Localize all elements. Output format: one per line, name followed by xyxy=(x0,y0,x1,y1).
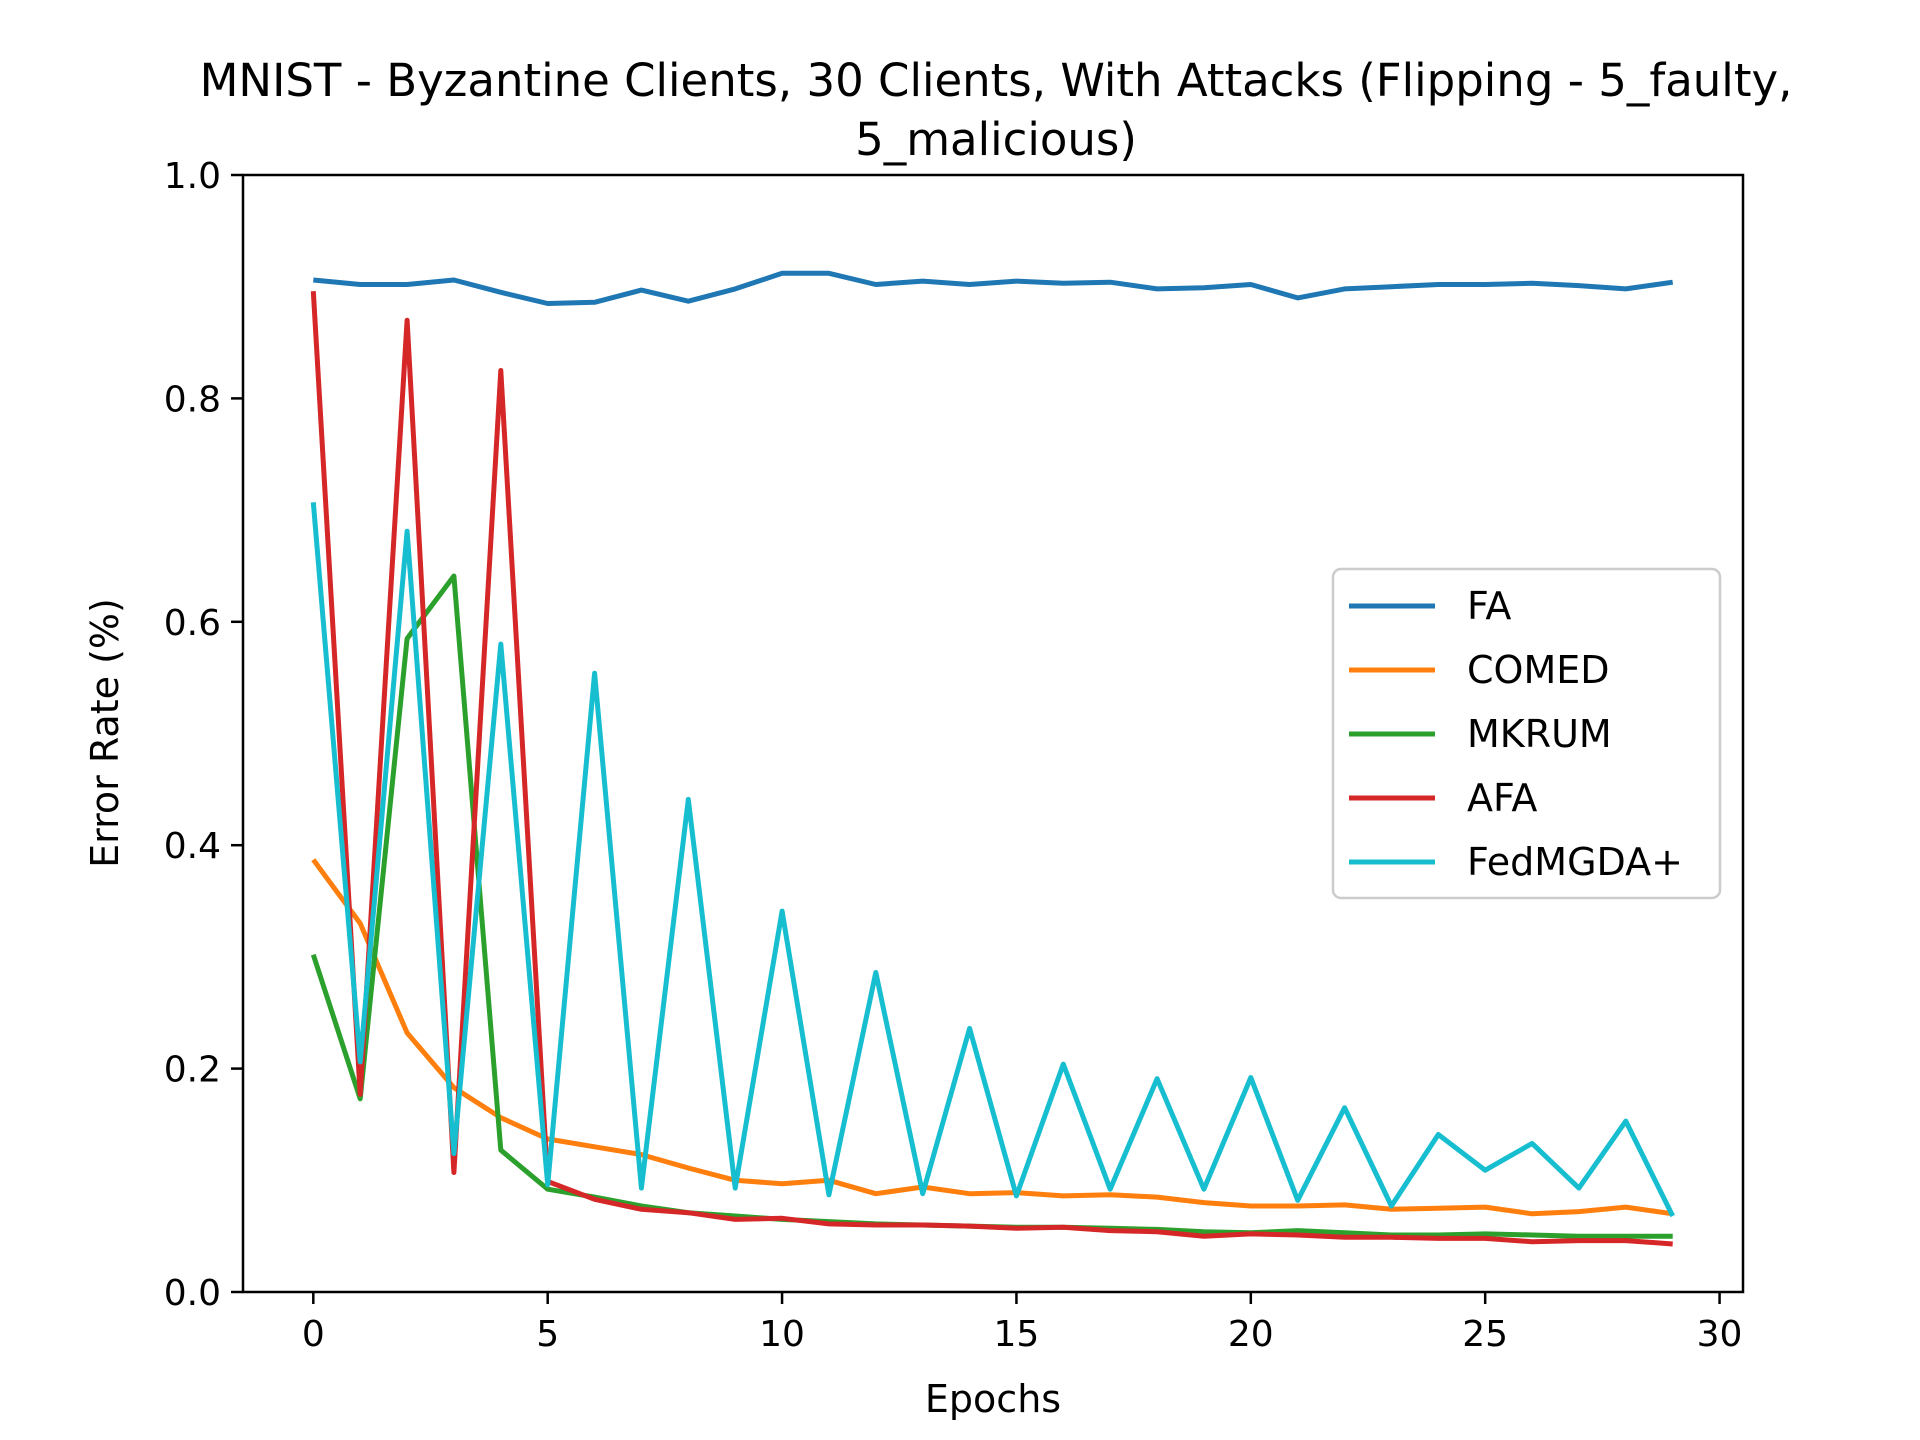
y-tick-label: 0.8 xyxy=(164,379,221,420)
legend-label: MKRUM xyxy=(1467,712,1612,756)
plot-frame xyxy=(241,173,1745,1294)
legend-label: AFA xyxy=(1467,776,1537,820)
series-line-fedmgda- xyxy=(310,502,1675,1218)
y-tick-label: 0.4 xyxy=(164,826,221,867)
legend-label: FedMGDA+ xyxy=(1467,840,1683,884)
series-line-comed xyxy=(311,858,1674,1217)
legend: FA COMED MKRUM AFA FedMGDA+ xyxy=(1331,567,1722,900)
x-tick-label: 15 xyxy=(994,1314,1040,1355)
x-tick-label: 10 xyxy=(759,1314,805,1355)
x-tick-label: 0 xyxy=(302,1314,325,1355)
legend-box xyxy=(1331,567,1722,900)
x-tick-label: 30 xyxy=(1697,1314,1743,1355)
x-tick-label: 5 xyxy=(536,1314,559,1355)
y-tick-label: 0.0 xyxy=(164,1273,221,1314)
y-axis-label: Error Rate (%) xyxy=(83,598,127,868)
y-tick-label: 0.6 xyxy=(164,603,221,644)
ticks-layer: 0 5 10 15 20 25 30 0.0 0.2 0.4 0.6 0.8 1.0 xyxy=(164,156,1743,1355)
series-layer xyxy=(310,270,1675,1247)
legend-label: FA xyxy=(1467,584,1511,628)
x-tick-label: 20 xyxy=(1228,1314,1274,1355)
legend-label: COMED xyxy=(1467,648,1610,692)
series-line-fa xyxy=(313,270,1674,306)
chart-title-line-2: 5_malicious) xyxy=(855,113,1137,166)
legend-entries: FA COMED MKRUM AFA FedMGDA+ xyxy=(1349,584,1683,884)
series-line-afa xyxy=(310,291,1673,1247)
y-tick-label: 1.0 xyxy=(164,156,221,197)
x-tick-label: 25 xyxy=(1462,1314,1508,1355)
y-tick-label: 0.2 xyxy=(164,1050,221,1091)
chart-title-line-1: MNIST - Byzantine Clients, 30 Clients, W… xyxy=(200,54,1793,107)
x-axis-label: Epochs xyxy=(925,1377,1061,1421)
